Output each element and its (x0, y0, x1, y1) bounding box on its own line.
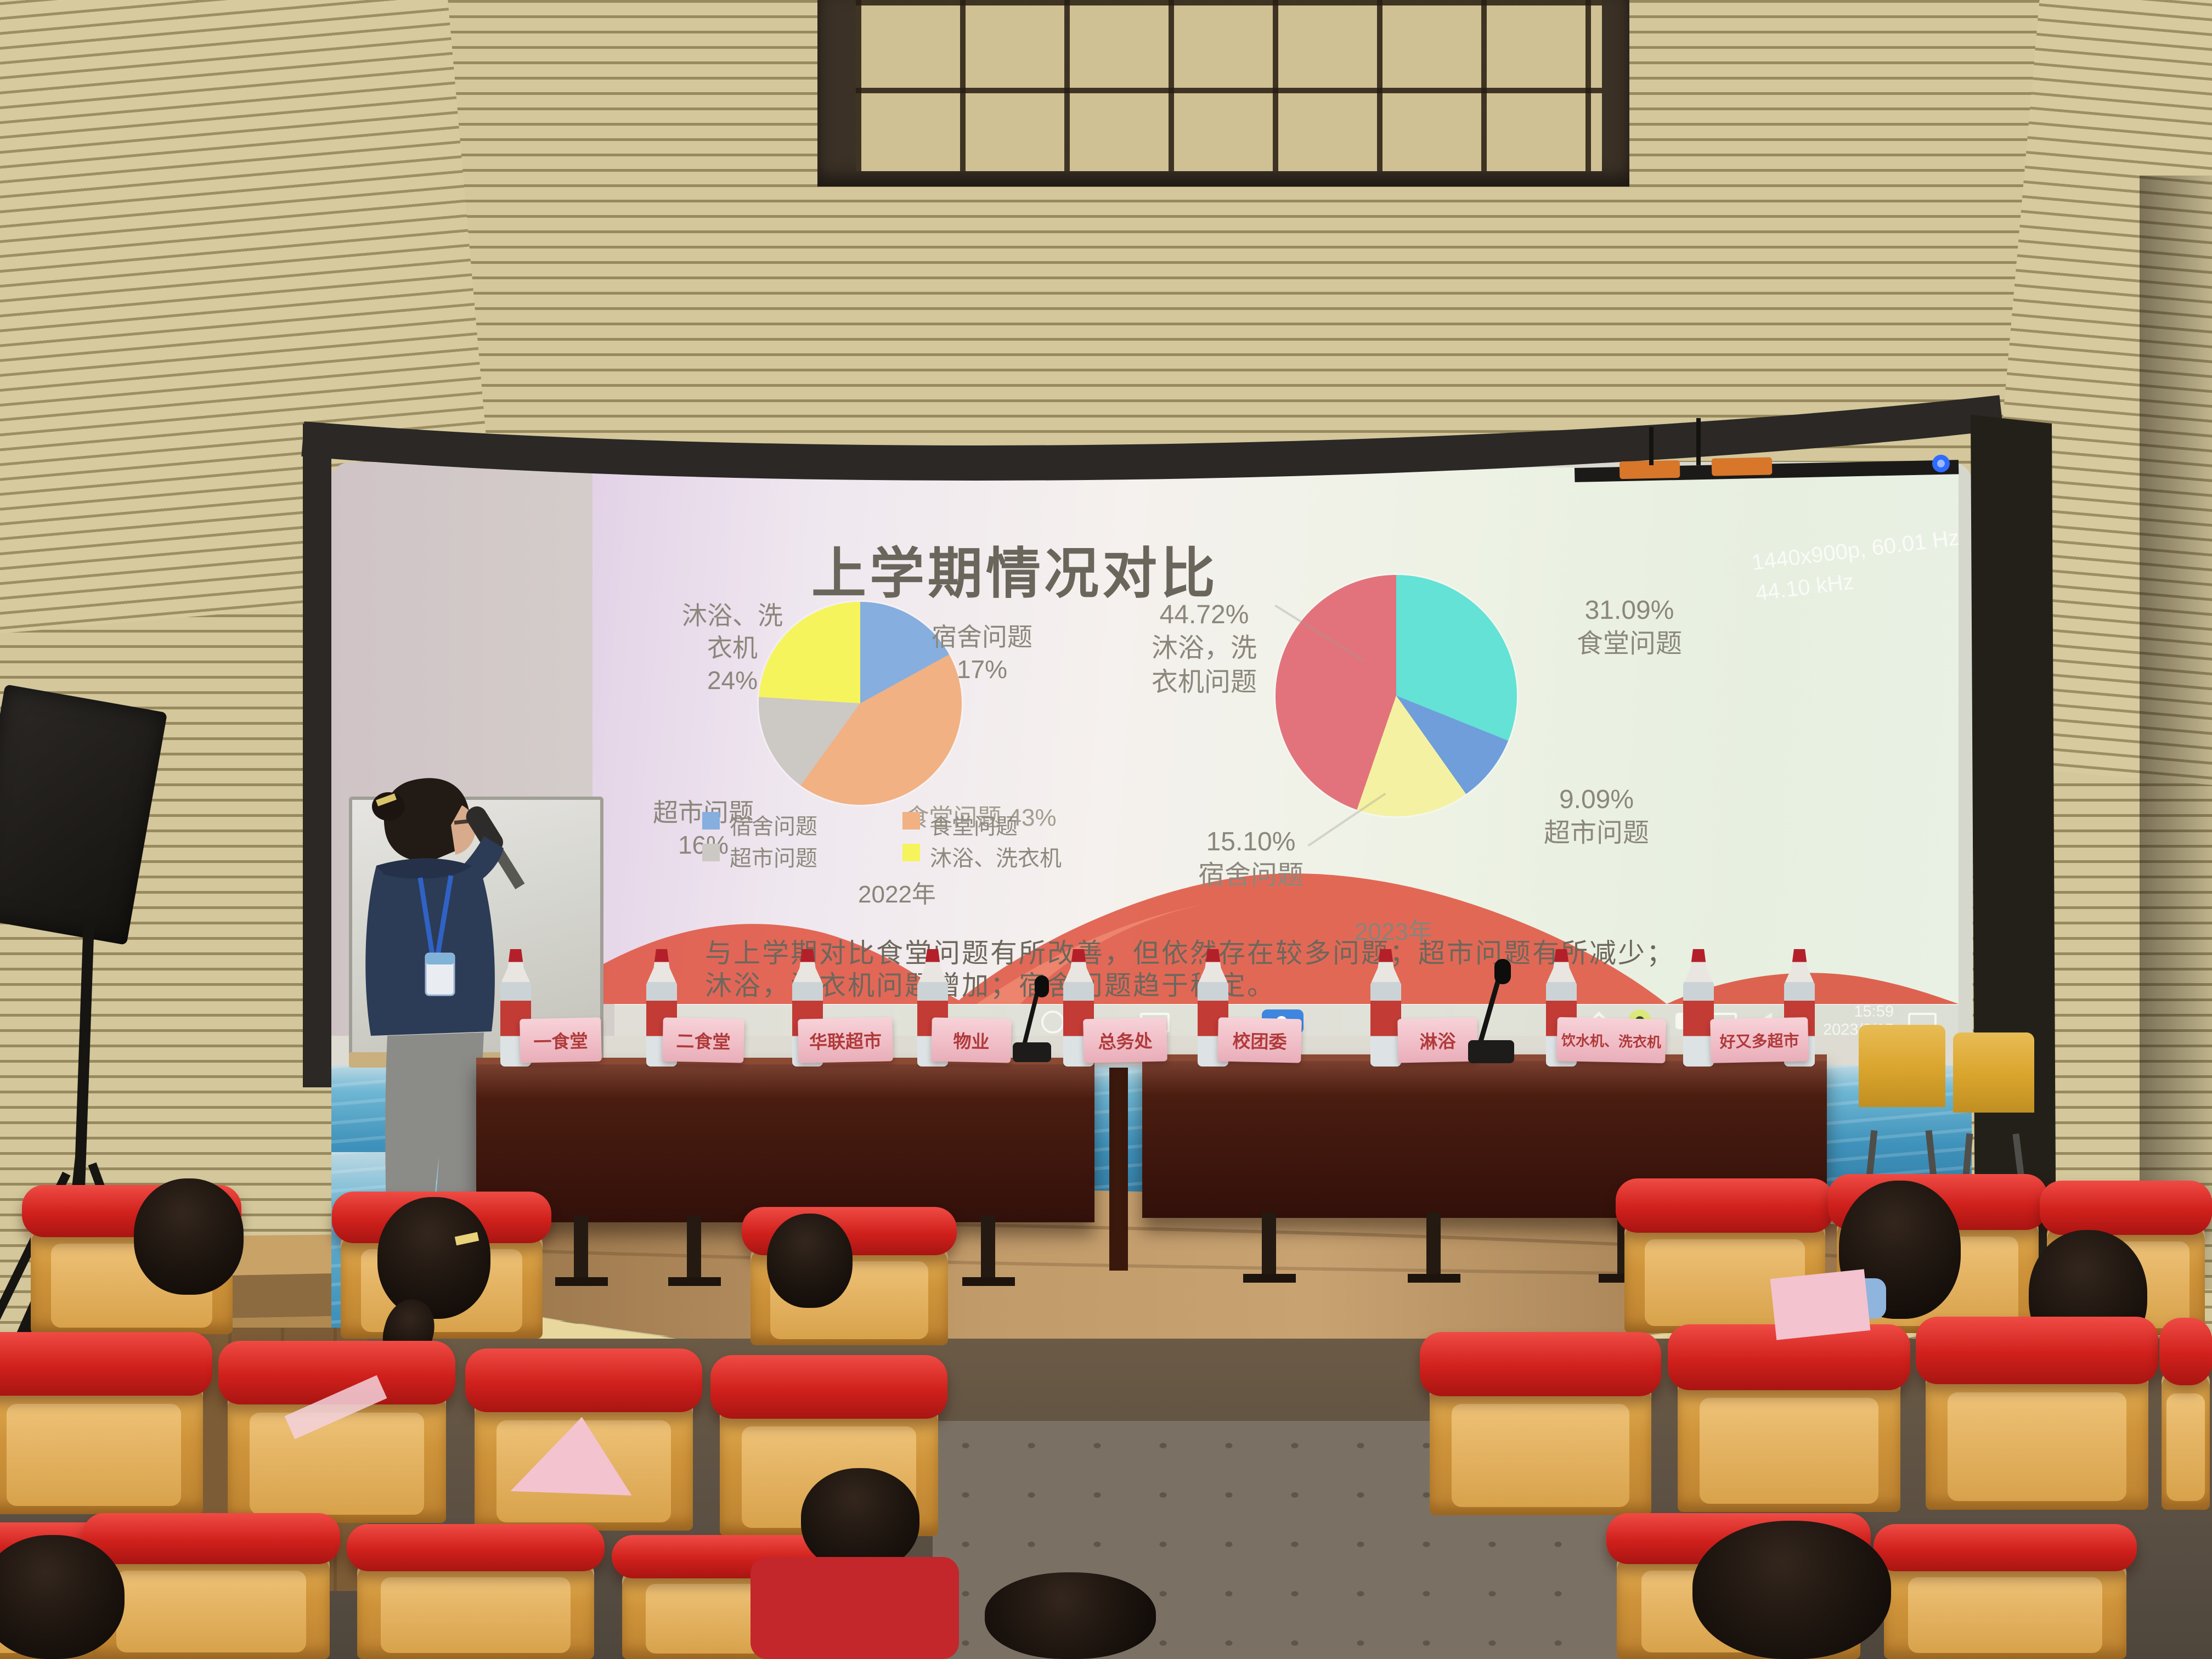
legend-label-market: 超市问题 (730, 847, 817, 871)
table-foot (1408, 1274, 1460, 1283)
name-card: 总务处 (1083, 1017, 1167, 1063)
audience-seat (1668, 1324, 1910, 1512)
table-leg (1426, 1212, 1441, 1277)
pie1-label-canteen: 食堂问题 43% (905, 804, 1057, 831)
seat-cushion (465, 1348, 702, 1413)
seat-cushion (82, 1513, 340, 1565)
conference-table-left (476, 1058, 1094, 1222)
name-card: 二食堂 (662, 1017, 744, 1063)
microphone-icon (1494, 959, 1511, 984)
audience-seat (1420, 1332, 1661, 1515)
audience-head (0, 1535, 125, 1659)
audience-seat (218, 1341, 455, 1523)
pie2-label-dorm: 15.10% 宿舍问题 (1198, 827, 1304, 890)
audience-seat (2159, 1318, 2212, 1510)
seat-back (1925, 1367, 2149, 1510)
audience-head (134, 1178, 244, 1295)
seat-back (228, 1388, 446, 1523)
audience-head (985, 1572, 1156, 1659)
seat-cushion (0, 1332, 212, 1396)
seat-back (1429, 1379, 1652, 1515)
taskbar-time: 15:59 (1854, 1002, 1894, 1020)
name-card: 物业 (931, 1017, 1012, 1063)
name-card: 华联超市 (798, 1017, 893, 1063)
stage-chair (1859, 1025, 1945, 1107)
seat-back (1884, 1559, 2126, 1659)
year-label-2023: 2023年 (1355, 918, 1432, 945)
audience-seat (1874, 1524, 2137, 1659)
name-card: 淋浴 (1397, 1017, 1478, 1063)
stage-chair (1953, 1032, 2034, 1113)
seat-cushion (2159, 1318, 2212, 1385)
ceiling-tiles (856, 0, 1602, 171)
slide-title: 上学期情况对比 (811, 543, 1218, 605)
seat-back (357, 1559, 595, 1659)
table-leg (574, 1216, 588, 1280)
pie-chart-2023 (1276, 575, 1517, 816)
name-card: 饮水机、洗衣机 (1556, 1017, 1666, 1064)
seat-back (0, 1379, 203, 1514)
legend-label-shower: 沐浴、洗衣机 (930, 847, 1062, 871)
seat-cushion (1874, 1524, 2137, 1572)
microphone-base (1468, 1040, 1514, 1063)
legend-swatch-shower (902, 844, 920, 861)
summary-line-1: 与上学期对比食堂问题有所改善，但依然存在较多问题；超市问题有所减少； (705, 938, 1675, 968)
seat-cushion (347, 1524, 605, 1572)
microphone-base (1013, 1042, 1051, 1062)
seat-cushion (1420, 1332, 1661, 1396)
legend-label-dorm: 宿舍问题 (730, 815, 817, 839)
legend-swatch-market (702, 844, 720, 861)
table-foot (1243, 1274, 1296, 1283)
audience-seat (0, 1332, 212, 1514)
pie-chart-2022 (759, 602, 962, 805)
red-sweater-torso (751, 1557, 959, 1659)
audience-seat (347, 1524, 605, 1659)
table-leg (1262, 1212, 1276, 1277)
table-foot (668, 1277, 721, 1286)
seat-back (1677, 1373, 1901, 1512)
audience-head (1692, 1521, 1891, 1659)
wall-corner-shadow (2140, 176, 2212, 1289)
seat-cushion (710, 1355, 947, 1419)
name-card: 一食堂 (520, 1017, 602, 1063)
name-card: 好又多超市 (1710, 1017, 1809, 1063)
table-leg (981, 1216, 995, 1280)
microphone-icon (1035, 975, 1049, 997)
table-foot (555, 1277, 608, 1286)
pie1-label-dorm: 宿舍问题 17% (932, 623, 1032, 684)
pink-paper (1770, 1269, 1871, 1340)
pie2-label-market: 9.09% 超市问题 (1543, 785, 1649, 848)
seat-back (2161, 1368, 2210, 1510)
table-leg (687, 1216, 701, 1280)
seat-cushion (2040, 1181, 2212, 1235)
seat-cushion (1916, 1317, 2158, 1385)
name-card: 校团委 (1217, 1017, 1302, 1063)
legend-swatch-canteen (902, 812, 920, 830)
seat-back (92, 1551, 330, 1659)
table-gap-panel (1109, 1068, 1128, 1271)
audience-seat (1916, 1317, 2158, 1510)
legend-swatch-dorm (702, 812, 720, 830)
audience-head (767, 1214, 853, 1308)
legend-label-canteen: 食堂问题 (930, 815, 1018, 839)
audience-head (801, 1468, 919, 1571)
audience-seat (82, 1513, 340, 1659)
ceiling-recess (817, 0, 1629, 187)
pie1-label-shower: 沐浴、洗衣机 24% (681, 601, 783, 695)
pie2-label-shower: 44.72% 沐浴，洗衣机问题 (1151, 600, 1257, 697)
seat-cushion (1616, 1178, 1834, 1233)
audience-head (377, 1197, 490, 1319)
projected-slide: 上学期情况对比 沐浴、洗衣机 24% 宿舍问题 17% 超市问题 16% 食堂问… (592, 467, 1959, 1004)
pie2-label-canteen: 31.09% 食堂问题 (1576, 596, 1682, 659)
year-label-2022: 2022年 (858, 881, 936, 908)
table-foot (962, 1277, 1015, 1286)
